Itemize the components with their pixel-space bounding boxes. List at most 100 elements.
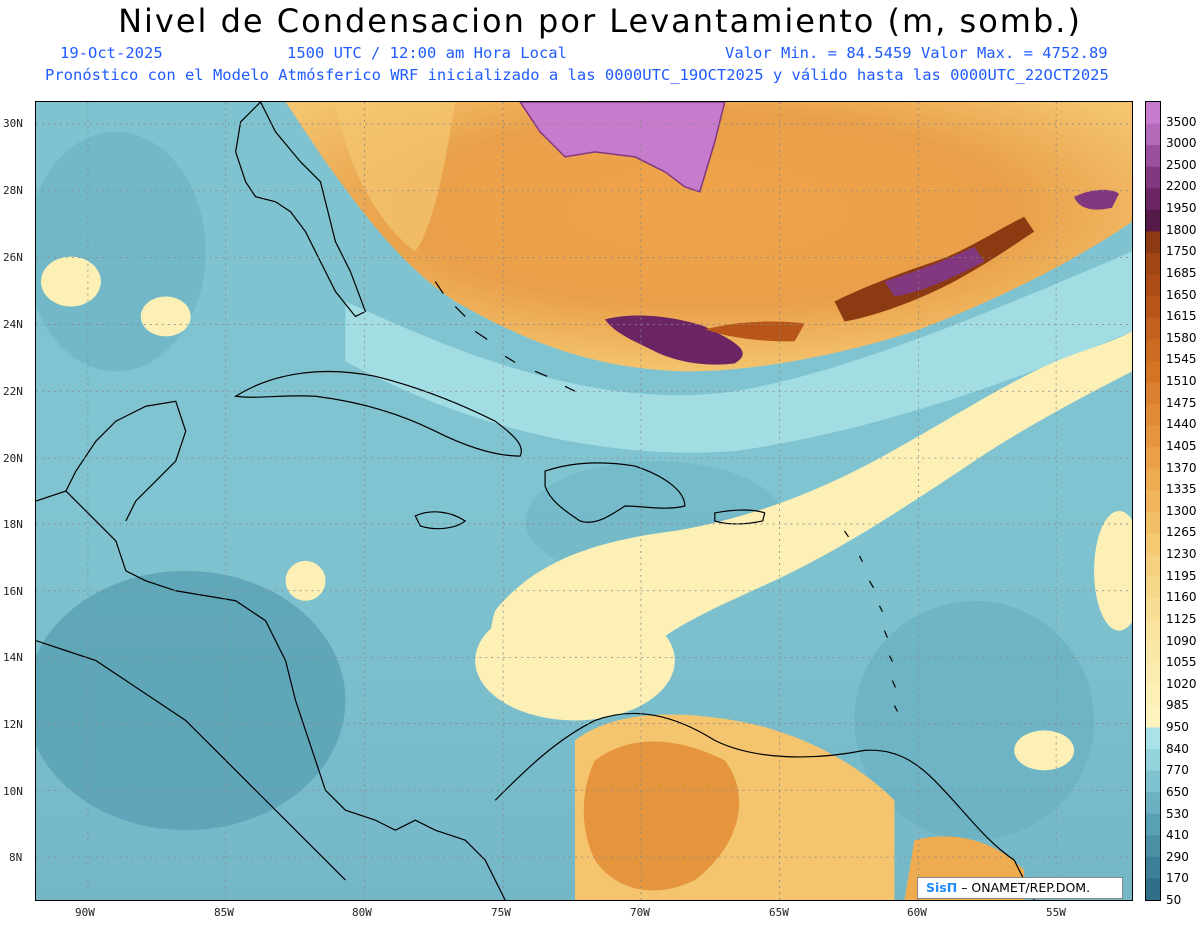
lat-label: 12N [3,718,23,731]
lat-label: 30N [3,117,23,130]
colorbar-label: 290 [1166,849,1189,864]
colorbar-swatch [1146,123,1160,146]
colorbar-swatch [1146,878,1160,900]
colorbar-label: 1335 [1166,482,1197,497]
colorbar-swatch [1146,447,1160,470]
model-info: Pronóstico con el Modelo Atmósferico WRF… [45,66,1109,84]
colorbar-label: 1440 [1166,417,1197,432]
colorbar-label: 650 [1166,784,1189,799]
colorbar-label: 1090 [1166,633,1197,648]
colorbar-swatch [1146,835,1160,858]
field-shading [36,102,1132,900]
graticule [36,102,1132,900]
lat-label: 22N [3,385,23,398]
lcl-forecast-map [35,101,1133,901]
colorbar-label: 1405 [1166,438,1197,453]
colorbar-label: 1370 [1166,460,1197,475]
colorbar-label: 840 [1166,741,1189,756]
lat-label: 28N [3,184,23,197]
colorbar-swatch [1146,641,1160,664]
colorbar-swatch [1146,727,1160,750]
colorbar-swatch [1146,619,1160,642]
colorbar-label: 170 [1166,871,1189,886]
colorbar-label: 1950 [1166,201,1197,216]
color-scale-bar [1145,101,1161,901]
lon-label: 85W [214,906,234,919]
colorbar-swatch [1146,684,1160,707]
colorbar-label: 1545 [1166,352,1197,367]
map-title: Nivel de Condensacion por Levantamiento … [118,2,1082,40]
lat-label: 26N [3,251,23,264]
colorbar-swatch [1146,403,1160,427]
colorbar-label: 1510 [1166,374,1197,389]
colorbar-swatch [1146,209,1160,232]
colorbar-swatch [1146,662,1160,685]
colorbar-label: 1800 [1166,222,1197,237]
lat-label: 16N [3,585,23,598]
colorbar-swatch [1146,339,1160,362]
colorbar-swatch [1146,856,1160,879]
colorbar-label: 1300 [1166,503,1197,518]
colorbar-label: 2200 [1166,179,1197,194]
colorbar-swatch [1146,296,1160,319]
lat-label: 10N [3,785,23,798]
colorbar-swatch [1146,576,1160,599]
lon-label: 60W [907,906,927,919]
colorbar-swatch [1146,533,1160,556]
lat-label: 18N [3,518,23,531]
colorbar-swatch [1146,231,1160,254]
lat-label: 20N [3,452,23,465]
colorbar-swatch [1146,705,1160,728]
colorbar-label: 1650 [1166,287,1197,302]
colorbar-label: 530 [1166,806,1189,821]
colorbar-label: 1020 [1166,676,1197,691]
colorbar-swatch [1146,598,1160,621]
lat-label: 14N [3,651,23,664]
colorbar-swatch [1146,317,1160,340]
colorbar-label: 770 [1166,763,1189,778]
colorbar-swatch [1146,490,1160,513]
lon-label: 90W [75,906,95,919]
lat-label: 8N [9,851,23,864]
credit-box: SisΠ – ONAMET/REP.DOM. [917,877,1123,899]
colorbar-label: 1160 [1166,590,1197,605]
colorbar-label: 3500 [1166,114,1197,129]
forecast-time: 1500 UTC / 12:00 am Hora Local [287,44,567,62]
colorbar-label: 1195 [1166,568,1197,583]
colorbar-swatch [1146,468,1160,491]
colorbar-label: 1615 [1166,309,1197,324]
forecast-date: 19-Oct-2025 [60,44,163,62]
colorbar-swatch [1146,554,1160,577]
lon-label: 65W [769,906,789,919]
colorbar-swatch [1146,425,1160,448]
colorbar-swatch [1146,252,1160,276]
colorbar-swatch [1146,145,1160,168]
colorbar-label: 50 [1166,893,1182,907]
colorbar-label: 1750 [1166,244,1197,259]
lon-label: 80W [352,906,372,919]
colorbar-swatch [1146,813,1160,836]
lon-label: 55W [1046,906,1066,919]
colorbar-label: 1580 [1166,330,1197,345]
colorbar-swatch [1146,792,1160,815]
colorbar-label: 1125 [1166,611,1197,626]
colorbar-label: 1685 [1166,265,1197,280]
colorbar-swatch [1146,188,1160,211]
colorbar-label: 1475 [1166,395,1197,410]
colorbar-label: 950 [1166,720,1189,735]
colorbar-label: 1055 [1166,655,1197,670]
colorbar-swatch [1146,274,1160,297]
colorbar-label: 410 [1166,828,1189,843]
colorbar-label: 1230 [1166,547,1197,562]
colorbar-swatch [1146,770,1160,793]
colorbar-label: 1265 [1166,525,1197,540]
coastlines [36,102,1035,900]
colorbar-swatch [1146,166,1160,189]
lon-label: 70W [630,906,650,919]
lat-label: 24N [3,318,23,331]
colorbar-swatch [1146,749,1160,772]
colorbar-label: 2500 [1166,157,1197,172]
colorbar-swatch [1146,360,1160,383]
colorbar-swatch [1146,102,1160,125]
min-max-values: Valor Min. = 84.5459 Valor Max. = 4752.8… [725,44,1108,62]
